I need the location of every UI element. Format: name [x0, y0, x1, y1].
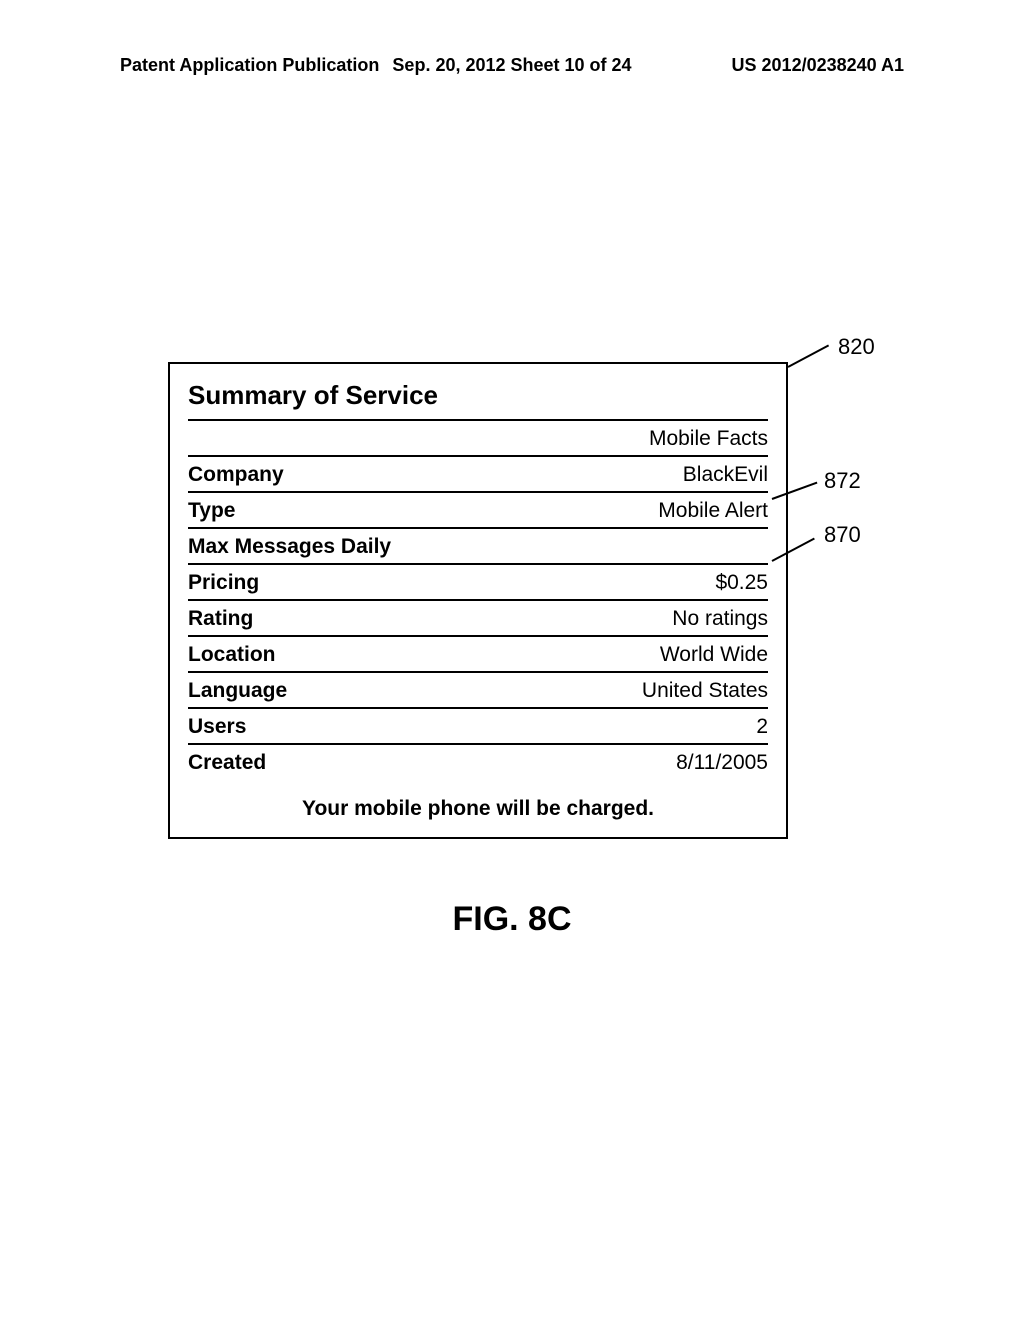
figure-caption: FIG. 8C — [0, 900, 1024, 939]
header-right: US 2012/0238240 A1 — [732, 55, 904, 76]
table-row: Pricing $0.25 — [188, 564, 768, 600]
row-value: World Wide — [546, 636, 768, 672]
row-value — [546, 528, 768, 564]
row-value: 2 — [546, 708, 768, 744]
table-row: Mobile Facts — [188, 421, 768, 456]
row-label: Pricing — [188, 564, 546, 600]
patent-page: Patent Application Publication Sep. 20, … — [0, 0, 1024, 1320]
charge-notice: Your mobile phone will be charged. — [188, 779, 768, 821]
table-row: Company BlackEvil — [188, 456, 768, 492]
row-value: No ratings — [546, 600, 768, 636]
row-value: BlackEvil — [546, 456, 768, 492]
row-label: Type — [188, 492, 546, 528]
row-label: Created — [188, 744, 546, 779]
callout-872: 872 — [824, 468, 861, 494]
summary-of-service-box: Summary of Service Mobile Facts Company … — [168, 362, 788, 839]
row-label: Location — [188, 636, 546, 672]
row-label: Company — [188, 456, 546, 492]
table-row: Users 2 — [188, 708, 768, 744]
table-row: Max Messages Daily — [188, 528, 768, 564]
row-value: 8/11/2005 — [546, 744, 768, 779]
header-left: Patent Application Publication — [120, 55, 379, 76]
row-label: Max Messages Daily — [188, 528, 546, 564]
summary-title: Summary of Service — [188, 374, 768, 421]
row-value: United States — [546, 672, 768, 708]
row-value: Mobile Alert — [546, 492, 768, 528]
table-row: Type Mobile Alert — [188, 492, 768, 528]
table-row: Rating No ratings — [188, 600, 768, 636]
facts-table: Mobile Facts Company BlackEvil Type Mobi… — [188, 421, 768, 779]
figure-8c-diagram: Summary of Service Mobile Facts Company … — [168, 362, 788, 839]
row-label: Rating — [188, 600, 546, 636]
table-row: Created 8/11/2005 — [188, 744, 768, 779]
table-row: Location World Wide — [188, 636, 768, 672]
callout-870: 870 — [824, 522, 861, 548]
row-value: $0.25 — [546, 564, 768, 600]
row-label — [188, 421, 546, 456]
row-value: Mobile Facts — [546, 421, 768, 456]
callout-line-820 — [788, 345, 830, 368]
table-row: Language United States — [188, 672, 768, 708]
header-center: Sep. 20, 2012 Sheet 10 of 24 — [392, 55, 631, 76]
row-label: Language — [188, 672, 546, 708]
callout-820: 820 — [838, 334, 875, 360]
row-label: Users — [188, 708, 546, 744]
